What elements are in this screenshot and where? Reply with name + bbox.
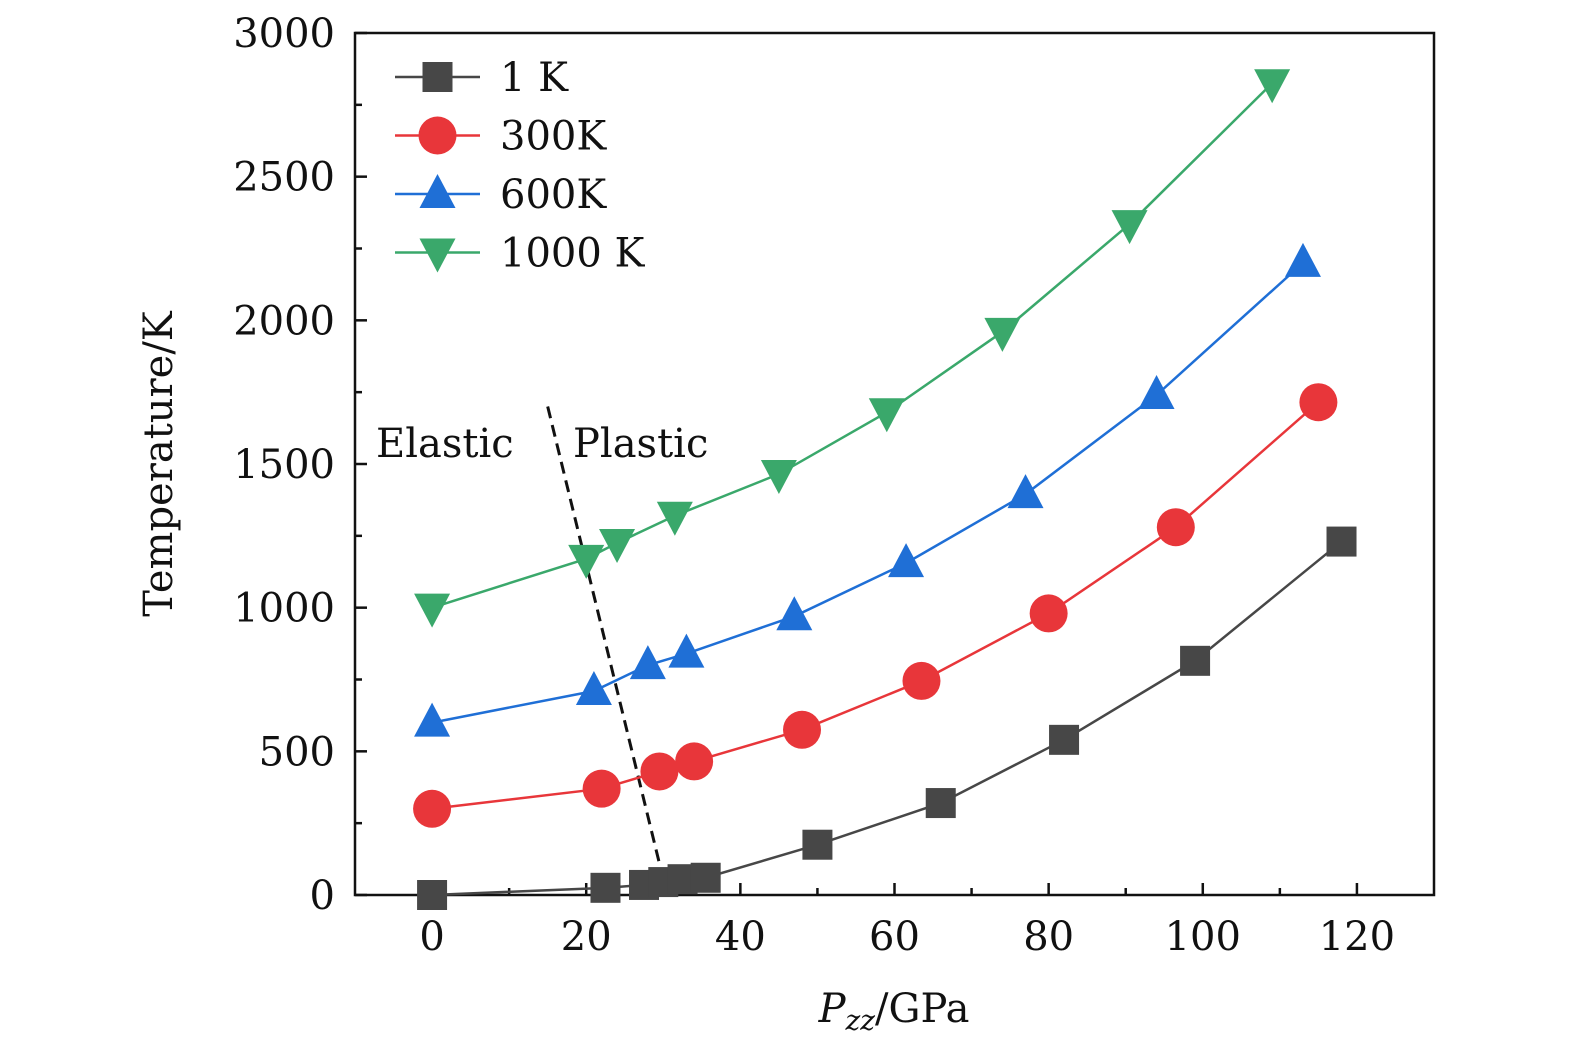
data-point (1156, 508, 1195, 547)
data-point (783, 710, 822, 749)
data-point (902, 661, 941, 700)
y-tick-label: 1500 (233, 442, 335, 488)
data-point (640, 752, 679, 791)
x-tick-label: 40 (715, 914, 766, 960)
legend-entry: 1 K (395, 55, 569, 101)
data-point (984, 317, 1021, 352)
data-point (417, 880, 448, 910)
elastic-plastic-divider (546, 406, 669, 896)
x-axis-title-subscript: zz (845, 1004, 876, 1037)
y-tick-label: 2500 (233, 155, 335, 201)
data-point (802, 829, 833, 860)
series-1 (413, 383, 1338, 828)
data-point (414, 702, 451, 737)
x-tick-label: 120 (1319, 914, 1395, 960)
y-axis-title: Temperature/K (136, 310, 182, 617)
data-point (590, 872, 621, 903)
data-point (1284, 242, 1321, 277)
legend-label: 1 K (500, 55, 569, 101)
data-point (1007, 474, 1044, 509)
data-point (629, 645, 666, 680)
data-point (925, 788, 956, 819)
axis-ticks: 0 20 40 60 80 100 120 0 500 1000 1500 2000 2500 3000 (233, 11, 1395, 960)
data-point (568, 544, 605, 579)
y-tick-label: 3000 (233, 11, 335, 57)
y-tick-label: 1000 (233, 586, 335, 632)
data-point (1111, 210, 1148, 245)
x-tick-label: 60 (869, 914, 920, 960)
data-point (575, 670, 612, 705)
y-tick-label: 2000 (233, 298, 335, 344)
legend-marker (422, 62, 453, 92)
legend-entry: 600K (395, 172, 607, 218)
data-point (582, 769, 621, 808)
data-point (668, 633, 705, 668)
legend-label: 300K (500, 114, 607, 160)
data-point (1138, 375, 1175, 410)
x-tick-label: 0 (419, 914, 444, 960)
data-point (1326, 526, 1357, 557)
x-axis-title-unit: /GPa (875, 986, 969, 1032)
y-tick-label: 500 (259, 729, 335, 775)
legend-entry: 1000 K (395, 231, 646, 277)
x-tick-label: 20 (561, 914, 612, 960)
data-point (888, 543, 925, 578)
legend: 1 K 300K 600K 1000 K (395, 55, 646, 277)
legend-label: 600K (500, 172, 607, 218)
series-line (431, 82, 1274, 609)
plastic-label: Plastic (573, 421, 708, 467)
data-point (656, 501, 693, 536)
data-point (1049, 724, 1080, 755)
legend-marker (419, 238, 456, 273)
legend-marker (419, 174, 456, 208)
series-line (431, 401, 1320, 811)
data-point (760, 460, 797, 495)
data-point (414, 593, 451, 628)
legend-entry: 300K (395, 114, 607, 160)
data-point (1299, 383, 1338, 422)
data-point (413, 789, 452, 828)
x-tick-label: 80 (1023, 914, 1074, 960)
data-point (690, 862, 721, 893)
data-point (776, 596, 813, 631)
series-layer (413, 69, 1357, 910)
data-point (1180, 645, 1211, 676)
data-point (1254, 69, 1291, 104)
series-line (431, 261, 1304, 724)
x-tick-label: 100 (1165, 914, 1241, 960)
series-3 (414, 69, 1291, 628)
elastic-plastic-divider-layer (546, 406, 669, 896)
data-point (675, 742, 714, 781)
legend-label: 1000 K (500, 231, 646, 277)
x-axis-title-symbol: P (818, 986, 847, 1032)
data-point (868, 398, 905, 433)
series-line (432, 540, 1343, 897)
series-0 (417, 526, 1357, 910)
data-point (1029, 594, 1068, 633)
legend-marker (418, 116, 457, 155)
y-tick-label: 0 (310, 873, 335, 919)
elastic-label: Elastic (376, 421, 514, 467)
x-axis-title: Pzz/GPa (818, 986, 970, 1037)
data-point (599, 529, 636, 564)
series-2 (414, 242, 1321, 737)
plot-frame (353, 31, 1436, 897)
